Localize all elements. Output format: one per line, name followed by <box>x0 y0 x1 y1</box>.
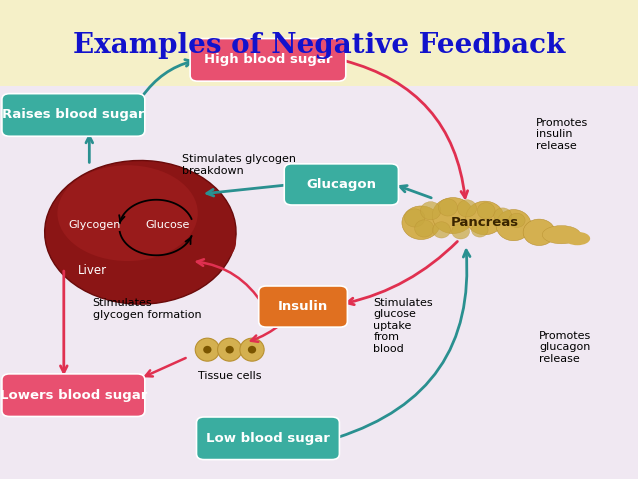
Ellipse shape <box>452 224 470 239</box>
Ellipse shape <box>477 203 495 219</box>
FancyBboxPatch shape <box>197 417 339 460</box>
Text: Insulin: Insulin <box>278 300 328 313</box>
Ellipse shape <box>438 199 457 216</box>
Text: Pancreas: Pancreas <box>451 216 519 229</box>
Text: Lowers blood sugar: Lowers blood sugar <box>0 388 147 402</box>
Ellipse shape <box>226 346 234 354</box>
Text: Stimulates glycogen
breakdown: Stimulates glycogen breakdown <box>182 154 296 176</box>
Ellipse shape <box>248 346 256 354</box>
Ellipse shape <box>203 346 211 354</box>
FancyBboxPatch shape <box>259 286 347 327</box>
Text: Liver: Liver <box>78 264 107 277</box>
Ellipse shape <box>457 200 477 217</box>
Text: Examples of Negative Feedback: Examples of Negative Feedback <box>73 32 565 59</box>
Text: Tissue cells: Tissue cells <box>198 371 262 381</box>
Ellipse shape <box>45 160 236 304</box>
Ellipse shape <box>565 232 590 245</box>
Text: Glucose: Glucose <box>145 220 189 230</box>
Ellipse shape <box>466 201 504 235</box>
Text: Promotes
insulin
release: Promotes insulin release <box>536 117 588 151</box>
Ellipse shape <box>57 165 198 261</box>
Ellipse shape <box>496 210 531 241</box>
FancyBboxPatch shape <box>2 374 145 417</box>
Text: Stimulates
glucose
uptake
from
blood: Stimulates glucose uptake from blood <box>373 297 433 354</box>
Ellipse shape <box>471 223 488 237</box>
Ellipse shape <box>195 338 219 361</box>
Text: Raises blood sugar: Raises blood sugar <box>2 108 145 122</box>
Text: Glucagon: Glucagon <box>306 178 376 191</box>
Ellipse shape <box>542 226 581 244</box>
FancyBboxPatch shape <box>2 94 145 136</box>
FancyBboxPatch shape <box>190 39 346 81</box>
Text: Low blood sugar: Low blood sugar <box>206 432 330 445</box>
Text: Stimulates
glycogen formation: Stimulates glycogen formation <box>93 298 201 320</box>
Ellipse shape <box>494 208 512 223</box>
Text: Glycogen: Glycogen <box>68 220 121 230</box>
Ellipse shape <box>433 222 450 238</box>
Ellipse shape <box>240 338 264 361</box>
Ellipse shape <box>523 219 555 246</box>
Text: High blood sugar: High blood sugar <box>204 53 332 67</box>
Text: Promotes
glucagon
release: Promotes glucagon release <box>539 331 591 364</box>
Ellipse shape <box>402 206 440 240</box>
Ellipse shape <box>415 220 434 237</box>
Ellipse shape <box>147 213 236 271</box>
FancyBboxPatch shape <box>0 86 638 479</box>
Ellipse shape <box>404 209 425 227</box>
Ellipse shape <box>508 213 525 228</box>
FancyBboxPatch shape <box>0 0 638 86</box>
Ellipse shape <box>420 202 441 220</box>
Ellipse shape <box>432 197 473 233</box>
Ellipse shape <box>218 338 242 361</box>
FancyBboxPatch shape <box>284 164 398 205</box>
